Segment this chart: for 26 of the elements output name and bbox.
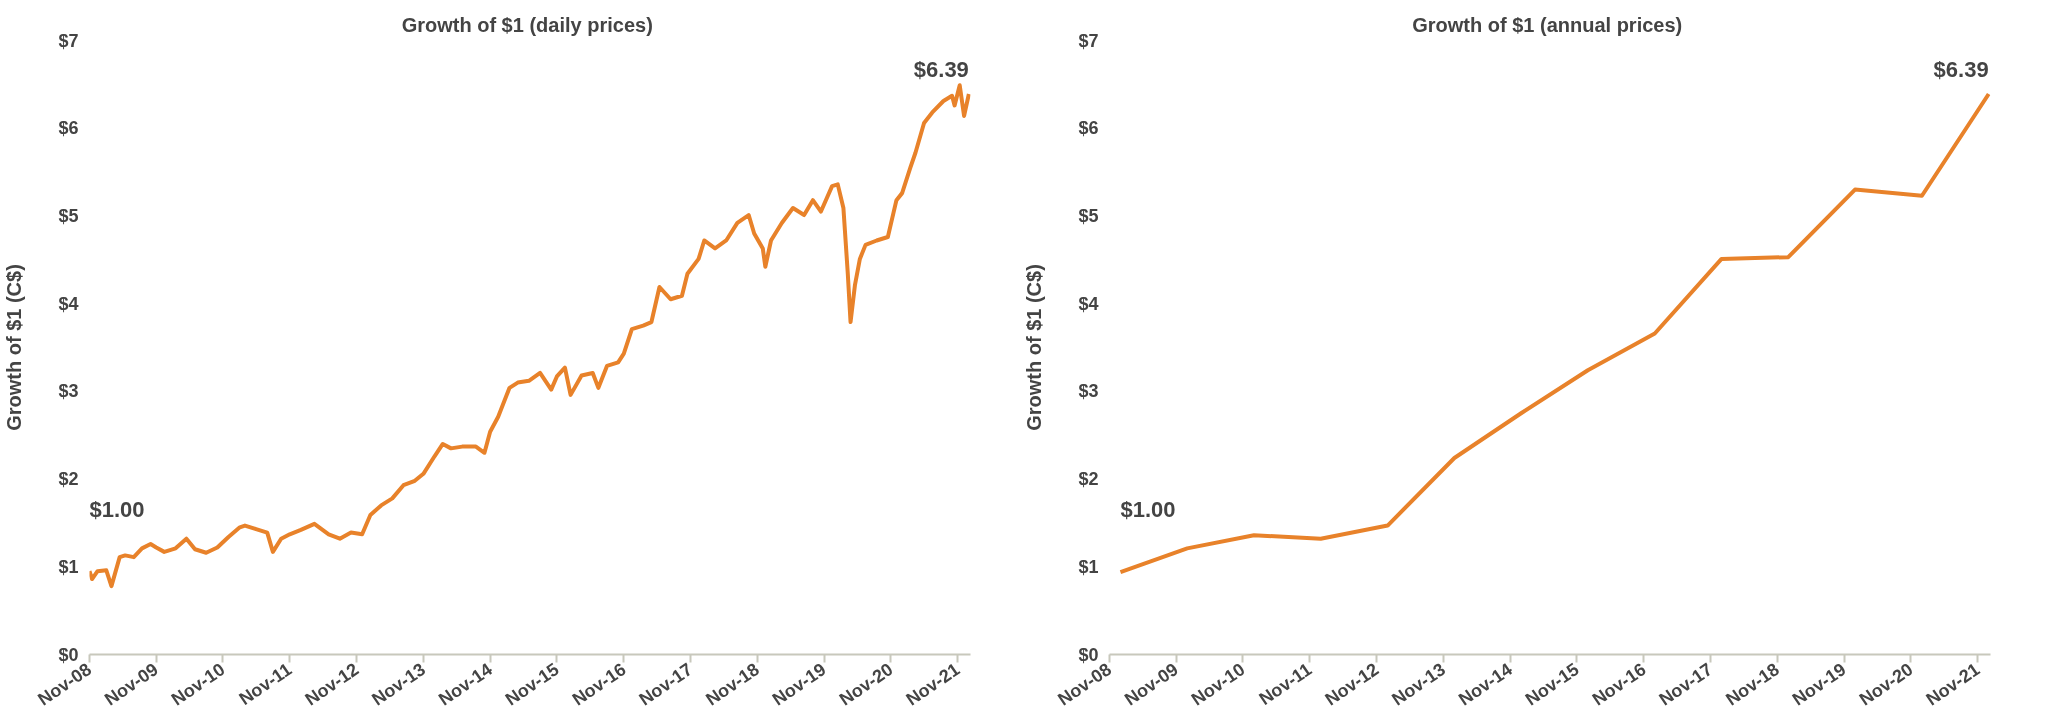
y-tick-label: $0 bbox=[1078, 644, 1099, 665]
y-axis-title: Growth of $1 (C$) bbox=[1023, 264, 1046, 431]
y-tick-label: $4 bbox=[58, 293, 79, 314]
annotation: $1.00 bbox=[1120, 496, 1176, 522]
y-axis-title: Growth of $1 (C$) bbox=[3, 264, 26, 431]
y-tick-label: $6 bbox=[1078, 118, 1099, 139]
annotation: $6.39 bbox=[1933, 57, 1989, 83]
annotation: $6.39 bbox=[913, 57, 969, 83]
y-tick-label: $2 bbox=[58, 469, 79, 490]
chart-title: Growth of $1 (annual prices) bbox=[1412, 13, 1683, 36]
y-tick-label: $3 bbox=[58, 381, 79, 402]
y-tick-label: $1 bbox=[58, 556, 79, 577]
y-tick-label: $2 bbox=[1078, 469, 1099, 490]
y-tick-label: $7 bbox=[1078, 30, 1099, 51]
y-tick-label: $7 bbox=[58, 30, 79, 51]
y-tick-label: $3 bbox=[1078, 381, 1099, 402]
y-tick-label: $0 bbox=[58, 644, 79, 665]
y-tick-label: $5 bbox=[58, 205, 79, 226]
y-tick-label: $5 bbox=[1078, 205, 1099, 226]
y-tick-label: $1 bbox=[1078, 556, 1099, 577]
annotation: $1.00 bbox=[89, 496, 145, 522]
line-series bbox=[89, 83, 971, 589]
line-series bbox=[1118, 92, 1991, 575]
y-tick-label: $6 bbox=[58, 118, 79, 139]
chart-title: Growth of $1 (daily prices) bbox=[401, 13, 653, 36]
y-tick-label: $4 bbox=[1078, 293, 1099, 314]
